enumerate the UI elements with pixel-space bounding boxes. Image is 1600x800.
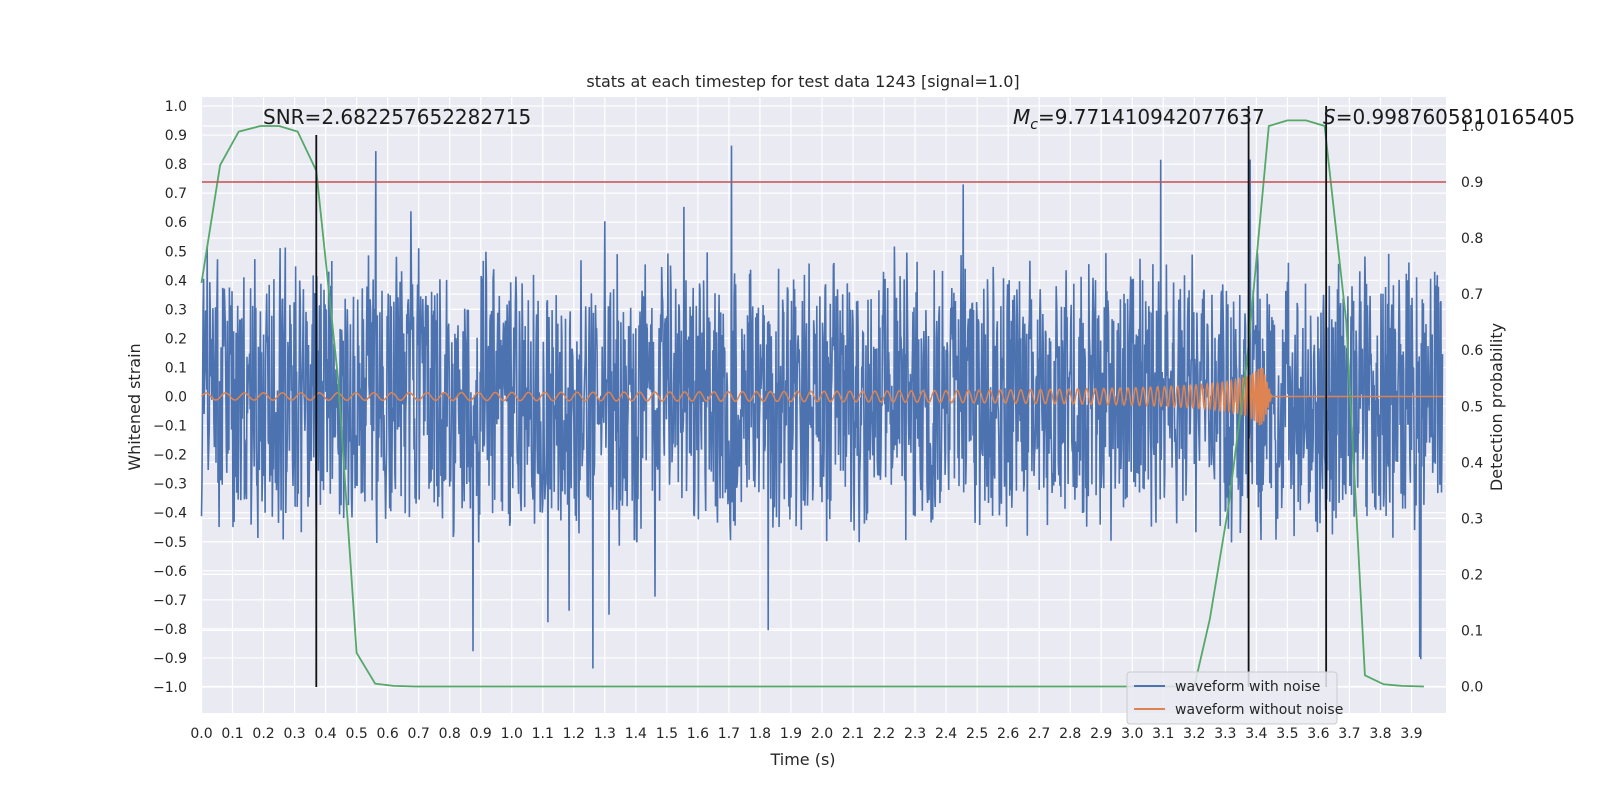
- x-tick-label: 2.2: [873, 726, 895, 742]
- y-tick-label: 0.6: [165, 215, 187, 231]
- y-tick-label: 0.0: [165, 390, 187, 406]
- x-tick-label: 3.4: [1245, 726, 1267, 742]
- y-axis-ticks: 1.0 0.9 0.8 0.7 0.6 0.5 0.4 0.3 0.2 0.1 0.0 −0.1 −0.…: [153, 99, 187, 696]
- y-tick-label: 0.8: [165, 157, 187, 173]
- snr-value: 2.682257652282715: [321, 105, 531, 129]
- x-axis-ticks: 0.0 0.1 0.2 0.3 0.4 0.5 0.6 0.7 0.8 0.9 1.0 1.1 1.2 1…: [190, 726, 1422, 742]
- y-tick-label: 0.4: [165, 273, 187, 289]
- x-tick-label: 0.9: [470, 726, 492, 742]
- y2-tick-label: 0.9: [1461, 175, 1483, 191]
- x-tick-label: 0.6: [377, 726, 399, 742]
- x-tick-label: 2.0: [811, 726, 833, 742]
- y2-tick-label: 0.6: [1461, 343, 1483, 359]
- y2-tick-label: 0.5: [1461, 399, 1483, 415]
- y2-tick-label: 1.0: [1461, 119, 1483, 135]
- y-tick-label: −0.9: [153, 651, 187, 667]
- y-tick-label: −0.2: [153, 448, 187, 464]
- x-tick-label: 1.9: [780, 726, 802, 742]
- legend: waveform with noise waveform without nois…: [1126, 671, 1343, 725]
- x-tick-label: 1.2: [563, 726, 585, 742]
- mc-symbol: M: [1013, 105, 1030, 129]
- y2-axis-ticks: 1.0 0.9 0.8 0.7 0.6 0.5 0.4 0.3 0.2 0.1 0.0: [1461, 119, 1483, 696]
- y-tick-label: 0.9: [165, 128, 187, 144]
- x-tick-label: 2.6: [997, 726, 1019, 742]
- x-tick-label: 3.1: [1152, 726, 1174, 742]
- x-tick-label: 2.1: [842, 726, 864, 742]
- y-tick-label: 0.5: [165, 244, 187, 260]
- y-tick-label: 0.3: [165, 302, 187, 318]
- y-tick-label: 0.1: [165, 360, 187, 376]
- y2-tick-label: 0.8: [1461, 231, 1483, 247]
- x-tick-label: 3.6: [1307, 726, 1329, 742]
- y-tick-label: 0.7: [165, 186, 187, 202]
- legend-box: [1126, 671, 1338, 725]
- x-tick-label: 3.5: [1276, 726, 1298, 742]
- x-axis-label: Time (s): [769, 750, 835, 769]
- x-tick-label: 3.3: [1214, 726, 1236, 742]
- y2-tick-label: 0.1: [1461, 623, 1483, 639]
- series-waveform-with-noise: [200, 145, 1444, 669]
- x-tick-label: 2.8: [1059, 726, 1081, 742]
- mc-annotation: Mc=9.771410942077637: [1013, 105, 1265, 133]
- y2-axis-label: Detection probability: [1487, 323, 1506, 491]
- y-tick-label: −0.5: [153, 535, 187, 551]
- x-tick-label: 0.8: [439, 726, 461, 742]
- x-tick-label: 0.1: [221, 726, 243, 742]
- x-tick-label: 3.0: [1121, 726, 1143, 742]
- y-tick-label: 0.2: [165, 331, 187, 347]
- x-tick-label: 3.2: [1183, 726, 1205, 742]
- series-detection-probability: [200, 119, 1424, 688]
- x-tick-label: 1.8: [749, 726, 771, 742]
- y2-tick-label: 0.2: [1461, 567, 1483, 583]
- series-waveform-without-noise: [200, 367, 1443, 426]
- plot-area: [200, 97, 1446, 713]
- x-tick-label: 0.7: [408, 726, 430, 742]
- x-tick-label: 1.1: [532, 726, 554, 742]
- s-annotation: S=0.9987605810165405: [1323, 105, 1575, 129]
- y-tick-label: −0.4: [153, 506, 187, 522]
- y2-tick-label: 0.0: [1461, 680, 1483, 696]
- x-tick-label: 3.8: [1369, 726, 1391, 742]
- y-tick-label: 1.0: [165, 99, 187, 115]
- s-value: =0.9987605810165405: [1336, 105, 1575, 129]
- x-tick-label: 2.4: [935, 726, 957, 742]
- y2-tick-label: 0.7: [1461, 287, 1483, 303]
- x-tick-label: 3.9: [1400, 726, 1422, 742]
- snr-annotation: SNR=2.682257652282715: [263, 105, 531, 129]
- y-tick-label: −0.1: [153, 419, 187, 435]
- x-tick-label: 0.5: [345, 726, 367, 742]
- annotations: SNR=2.682257652282715 Mc=9.7714109420776…: [263, 105, 1575, 133]
- chart-title: stats at each timestep for test data 124…: [586, 72, 1019, 91]
- y2-tick-label: 0.3: [1461, 511, 1483, 527]
- y-axis-label: Whitened strain: [125, 343, 144, 470]
- y-tick-label: −0.6: [153, 564, 187, 580]
- x-tick-label: 2.3: [904, 726, 926, 742]
- legend-entry-1: waveform with noise: [1175, 679, 1320, 695]
- y-tick-label: −0.3: [153, 477, 187, 493]
- s-symbol: S: [1323, 105, 1336, 129]
- x-tick-label: 2.7: [1028, 726, 1050, 742]
- x-tick-label: 2.9: [1090, 726, 1112, 742]
- x-tick-label: 1.4: [625, 726, 647, 742]
- y-tick-label: −0.8: [153, 622, 187, 638]
- mc-value: =9.771410942077637: [1038, 105, 1265, 129]
- y2-tick-label: 0.4: [1461, 455, 1483, 471]
- snr-prefix: SNR=: [263, 105, 321, 129]
- x-tick-label: 0.4: [314, 726, 336, 742]
- x-tick-label: 1.7: [718, 726, 740, 742]
- legend-entry-2: waveform without noise: [1175, 702, 1343, 718]
- y-tick-label: −0.7: [153, 593, 187, 609]
- x-tick-label: 0.0: [190, 726, 212, 742]
- x-tick-label: 3.7: [1338, 726, 1360, 742]
- x-tick-label: 0.2: [252, 726, 274, 742]
- x-tick-label: 1.6: [687, 726, 709, 742]
- x-tick-label: 0.3: [283, 726, 305, 742]
- x-tick-label: 1.3: [594, 726, 616, 742]
- x-tick-label: 1.5: [656, 726, 678, 742]
- y-tick-label: −1.0: [153, 680, 187, 696]
- x-tick-label: 1.0: [501, 726, 523, 742]
- x-tick-label: 2.5: [966, 726, 988, 742]
- mc-subscript: c: [1030, 117, 1038, 133]
